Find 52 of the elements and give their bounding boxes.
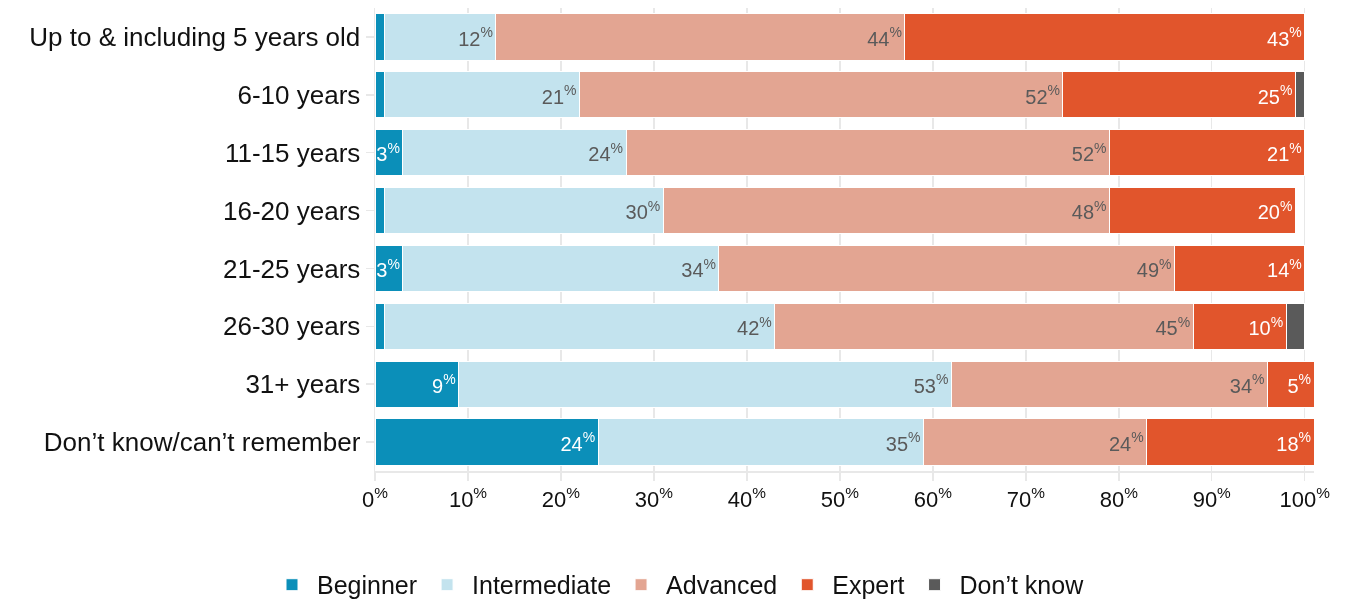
y-tick-label: Don’t know/can’t remember xyxy=(43,427,361,458)
y-tick-label: 26-30 years xyxy=(222,311,361,342)
legend-label: Expert xyxy=(832,571,905,600)
x-tick-label: 60$^{%}$ xyxy=(913,483,953,512)
y-tick-label: Up to & including 5 years old xyxy=(29,22,361,53)
y-tick-label: 21-25 years xyxy=(222,253,361,284)
data-label: 14$^{%}$ xyxy=(1267,255,1302,282)
legend-label: Advanced xyxy=(666,571,778,600)
data-label: 12$^{%}$ xyxy=(458,24,493,50)
data-label: 43$^{%}$ xyxy=(1267,24,1302,50)
data-label: 5$^{%}$ xyxy=(1287,371,1311,397)
data-label: 24$^{%}$ xyxy=(588,139,624,166)
legend-label: Beginner xyxy=(317,571,418,600)
x-tick-label: 50$^{%}$ xyxy=(820,483,860,512)
data-label: 34$^{%}$ xyxy=(1229,371,1265,397)
data-label: 30$^{%}$ xyxy=(625,197,661,224)
data-label: 24$^{%}$ xyxy=(560,429,596,455)
data-label: 35$^{%}$ xyxy=(885,429,921,455)
legend-label: Don’t know xyxy=(959,571,1085,600)
data-label: 10$^{%}$ xyxy=(1248,313,1284,340)
y-tick-label: 31+ years xyxy=(245,369,361,400)
x-tick-label: 80$^{%}$ xyxy=(1099,483,1139,512)
data-label: 44$^{%}$ xyxy=(867,24,902,50)
data-label: 24$^{%}$ xyxy=(1108,429,1144,455)
data-label: 25$^{%}$ xyxy=(1257,82,1293,108)
x-tick-label: 90$^{%}$ xyxy=(1192,483,1232,512)
data-label: 20$^{%}$ xyxy=(1257,197,1293,224)
x-tick-label: 100$^{%}$ xyxy=(1279,483,1331,512)
x-tick-label: 70$^{%}$ xyxy=(1006,483,1046,512)
data-label: 49$^{%}$ xyxy=(1136,255,1172,282)
data-label: 52$^{%}$ xyxy=(1025,82,1060,108)
y-tick-label: 6-10 years xyxy=(237,79,361,110)
data-label: 21$^{%}$ xyxy=(541,82,577,108)
x-tick-label: 30$^{%}$ xyxy=(634,483,674,512)
data-label: 42$^{%}$ xyxy=(737,313,772,340)
x-tick-label: 0$^{%}$ xyxy=(362,483,389,512)
data-label: 9$^{%}$ xyxy=(432,371,456,397)
x-tick-label: 10$^{%}$ xyxy=(448,483,488,512)
x-tick-label: 40$^{%}$ xyxy=(727,483,767,512)
data-label: 3$^{%}$ xyxy=(376,139,400,166)
data-label: 45$^{%}$ xyxy=(1155,313,1191,340)
y-tick-label: 16-20 years xyxy=(222,195,361,226)
data-label: 34$^{%}$ xyxy=(681,255,716,282)
data-label: 3$^{%}$ xyxy=(376,255,400,282)
data-label: 48$^{%}$ xyxy=(1071,197,1107,224)
legend-label: Intermediate xyxy=(472,571,612,600)
data-label: 21$^{%}$ xyxy=(1267,139,1302,166)
data-label: 53$^{%}$ xyxy=(913,371,949,397)
data-label: 52$^{%}$ xyxy=(1071,139,1107,166)
x-tick-label: 20$^{%}$ xyxy=(541,483,581,512)
y-tick-label: 11-15 years xyxy=(224,137,361,168)
data-label: 18$^{%}$ xyxy=(1276,429,1311,455)
